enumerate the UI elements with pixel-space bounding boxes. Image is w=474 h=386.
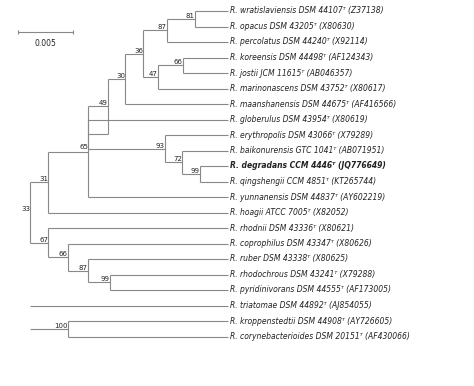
Text: 67: 67 <box>39 237 48 242</box>
Text: R. ruber DSM 43338ᵀ (X80625): R. ruber DSM 43338ᵀ (X80625) <box>230 254 348 264</box>
Text: R. pyridinivorans DSM 44555ᵀ (AF173005): R. pyridinivorans DSM 44555ᵀ (AF173005) <box>230 286 391 295</box>
Text: R. marinonascens DSM 43752ᵀ (X80617): R. marinonascens DSM 43752ᵀ (X80617) <box>230 84 385 93</box>
Text: 87: 87 <box>79 265 88 271</box>
Text: 66: 66 <box>59 251 68 257</box>
Text: R. coprophilus DSM 43347ᵀ (X80626): R. coprophilus DSM 43347ᵀ (X80626) <box>230 239 372 248</box>
Text: R. triatomae DSM 44892ᵀ (AJ854055): R. triatomae DSM 44892ᵀ (AJ854055) <box>230 301 372 310</box>
Text: 65: 65 <box>79 144 88 150</box>
Text: 33: 33 <box>21 207 30 212</box>
Text: R. qingshengii CCM 4851ᵀ (KT265744): R. qingshengii CCM 4851ᵀ (KT265744) <box>230 177 376 186</box>
Text: R. baikonurensis GTC 1041ᵀ (AB071951): R. baikonurensis GTC 1041ᵀ (AB071951) <box>230 146 384 155</box>
Text: R. rhodnii DSM 43336ᵀ (X80621): R. rhodnii DSM 43336ᵀ (X80621) <box>230 223 354 232</box>
Text: 31: 31 <box>39 176 48 182</box>
Text: 81: 81 <box>186 13 195 19</box>
Text: R. yunnanensis DSM 44837ᵀ (AY602219): R. yunnanensis DSM 44837ᵀ (AY602219) <box>230 193 385 201</box>
Text: R. maanshanensis DSM 44675ᵀ (AF416566): R. maanshanensis DSM 44675ᵀ (AF416566) <box>230 100 396 108</box>
Text: 72: 72 <box>173 156 182 162</box>
Text: 99: 99 <box>191 168 200 174</box>
Text: 93: 93 <box>156 142 165 149</box>
Text: 49: 49 <box>99 100 108 107</box>
Text: 100: 100 <box>55 323 68 329</box>
Text: 66: 66 <box>174 59 183 65</box>
Text: R. corynebacterioides DSM 20151ᵀ (AF430066): R. corynebacterioides DSM 20151ᵀ (AF4300… <box>230 332 410 341</box>
Text: R. hoagii ATCC 7005ᵀ (X82052): R. hoagii ATCC 7005ᵀ (X82052) <box>230 208 348 217</box>
Text: R. koreensis DSM 44498ᵀ (AF124343): R. koreensis DSM 44498ᵀ (AF124343) <box>230 53 373 62</box>
Text: R. degradans CCM 4446ᵀ (JQ776649): R. degradans CCM 4446ᵀ (JQ776649) <box>230 161 386 171</box>
Text: 0.005: 0.005 <box>34 39 56 48</box>
Text: R. globerulus DSM 43954ᵀ (X80619): R. globerulus DSM 43954ᵀ (X80619) <box>230 115 368 124</box>
Text: R. erythropolis DSM 43066ᵀ (X79289): R. erythropolis DSM 43066ᵀ (X79289) <box>230 130 373 139</box>
Text: 47: 47 <box>149 71 158 77</box>
Text: 87: 87 <box>158 24 167 30</box>
Text: 99: 99 <box>101 276 110 282</box>
Text: 36: 36 <box>134 47 143 54</box>
Text: 30: 30 <box>116 73 125 79</box>
Text: R. rhodochrous DSM 43241ᵀ (X79288): R. rhodochrous DSM 43241ᵀ (X79288) <box>230 270 375 279</box>
Text: R. percolatus DSM 44240ᵀ (X92114): R. percolatus DSM 44240ᵀ (X92114) <box>230 37 368 46</box>
Text: R. jostii JCM 11615ᵀ (AB046357): R. jostii JCM 11615ᵀ (AB046357) <box>230 68 352 78</box>
Text: R. opacus DSM 43205ᵀ (X80630): R. opacus DSM 43205ᵀ (X80630) <box>230 22 355 31</box>
Text: R. kroppenstedtii DSM 44908ᵀ (AY726605): R. kroppenstedtii DSM 44908ᵀ (AY726605) <box>230 317 392 325</box>
Text: R. wratislaviensis DSM 44107ᵀ (Z37138): R. wratislaviensis DSM 44107ᵀ (Z37138) <box>230 7 383 15</box>
